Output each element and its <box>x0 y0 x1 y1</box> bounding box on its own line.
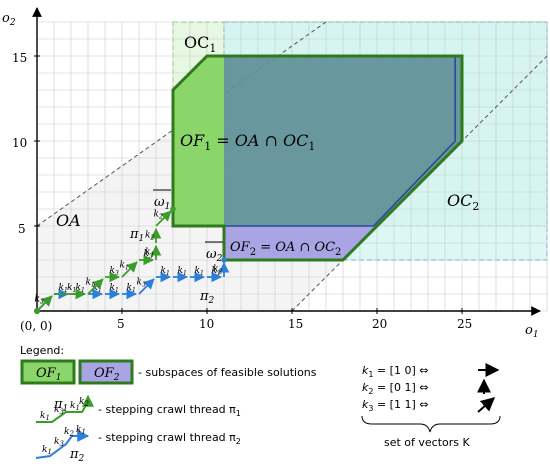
omega2-label: ω2 <box>206 247 223 264</box>
pi1-step-label: k1 <box>120 261 129 272</box>
oc1-label: OC1 <box>184 33 216 55</box>
feasible-region-layer <box>171 54 464 262</box>
legend-title: Legend: <box>20 344 64 357</box>
y-tick-label: 10 <box>12 136 27 150</box>
of1-label: OF1 = OA ∩ OC1 <box>180 131 315 153</box>
x-tick-label: 10 <box>199 317 214 331</box>
x-axis-label: o1 <box>525 323 539 340</box>
pi1-step-label: k2 <box>145 231 154 242</box>
vector-k2: k2 = [0 1] ⇔ <box>362 381 428 396</box>
pi1-step-label: k1 <box>86 278 95 289</box>
svg-text:k3: k3 <box>54 437 64 448</box>
of2-label: OF2 = OA ∩ OC2 <box>230 240 341 258</box>
pi1-step-label: k1 <box>145 248 154 259</box>
pi2-step-label: k1 <box>178 266 187 277</box>
legend-thread1-text: - stepping crawl thread π1 <box>98 403 241 418</box>
pi1-step-label: k3 <box>144 249 153 260</box>
vector-k1: k1 = [1 0] ⇔ <box>362 364 428 379</box>
pi1-step <box>87 278 104 295</box>
axes <box>32 7 541 316</box>
vector-k3: k3 = [1 1] ⇔ <box>362 398 428 413</box>
pi2-step-label: k1 <box>195 266 204 277</box>
x-tick-label: 25 <box>457 317 472 331</box>
legend-thread1-glyph: k1 k3 k1 k2 <box>36 394 94 423</box>
vector-k3-arrow <box>477 397 496 413</box>
svg-text:k1: k1 <box>76 425 86 436</box>
overlap-region <box>224 56 462 226</box>
oa-label: OA <box>56 211 81 230</box>
pi2-step-label: k2 <box>213 265 222 276</box>
pi2-end-point <box>221 257 227 263</box>
oc2-label: OC2 <box>447 191 479 213</box>
pi2-step-label: k1 <box>127 283 136 294</box>
crawl-threads: k3k1k1k1k1k1k3k1k1k1k1k2k3k1k1k3k1k3k1k2… <box>34 206 230 314</box>
vectors-caption: set of vectors K <box>384 436 471 449</box>
of2-region <box>224 226 377 260</box>
pi1-label: π1 <box>129 227 144 244</box>
pi2-label: π2 <box>199 289 215 306</box>
legend-thread2-text: - stepping crawl thread π2 <box>98 431 241 446</box>
legend-of2-swatch <box>78 359 134 385</box>
legend: Legend: OF1 OF2 - subspaces of feasible … <box>20 344 501 464</box>
pi1-step-label: k2 <box>154 210 163 221</box>
pi2-step-label: k1 <box>161 266 170 277</box>
pi1-step <box>155 210 172 227</box>
pi2-step <box>138 278 155 295</box>
omega1-label: ω1 <box>154 195 170 212</box>
pi1-start-point <box>34 308 40 314</box>
pi2-step-label: k1 <box>212 266 221 277</box>
pi1-step-label: k3 <box>110 266 119 277</box>
svg-text:k1: k1 <box>40 411 50 422</box>
legend-of2-text: OF2 <box>94 366 120 383</box>
legend-thread1-pi: π1 <box>53 397 68 414</box>
pi2-step-label: k1 <box>59 283 68 294</box>
svg-text:k3: k3 <box>54 405 64 416</box>
svg-text:k2: k2 <box>64 427 74 438</box>
y-axis-label: o2 <box>2 11 16 28</box>
legend-feasible-text: - subspaces of feasible solutions <box>138 366 317 379</box>
legend-of1-swatch <box>20 359 76 385</box>
pi1-step <box>121 261 138 278</box>
svg-text:k1: k1 <box>42 445 52 456</box>
pi1-step-label: k1 <box>67 283 76 294</box>
y-tick-label: 15 <box>12 51 27 65</box>
legend-thread2-glyph: k1 k3 k2 k1 <box>35 425 90 459</box>
pi1-step-label: k3 <box>35 295 44 306</box>
pi1-end-point <box>170 206 176 212</box>
pi1-step <box>36 295 53 312</box>
x-tick-label: 5 <box>117 317 125 331</box>
y-tick-label: 5 <box>18 222 26 236</box>
origin-label: (0, 0) <box>20 319 52 333</box>
svg-text:k1: k1 <box>70 401 80 412</box>
legend-thread2-pi: π2 <box>69 447 85 464</box>
svg-text:k2: k2 <box>79 397 89 408</box>
pi2-step-label: k3 <box>137 278 146 289</box>
of-outline <box>171 54 464 262</box>
x-tick-label: 15 <box>288 317 303 331</box>
vectors-brace <box>361 415 501 433</box>
pi2-step-label: k1 <box>110 283 119 294</box>
x-tick-label: 20 <box>372 317 387 331</box>
of1-region <box>173 56 224 226</box>
legend-of1-text: OF1 <box>36 366 61 383</box>
